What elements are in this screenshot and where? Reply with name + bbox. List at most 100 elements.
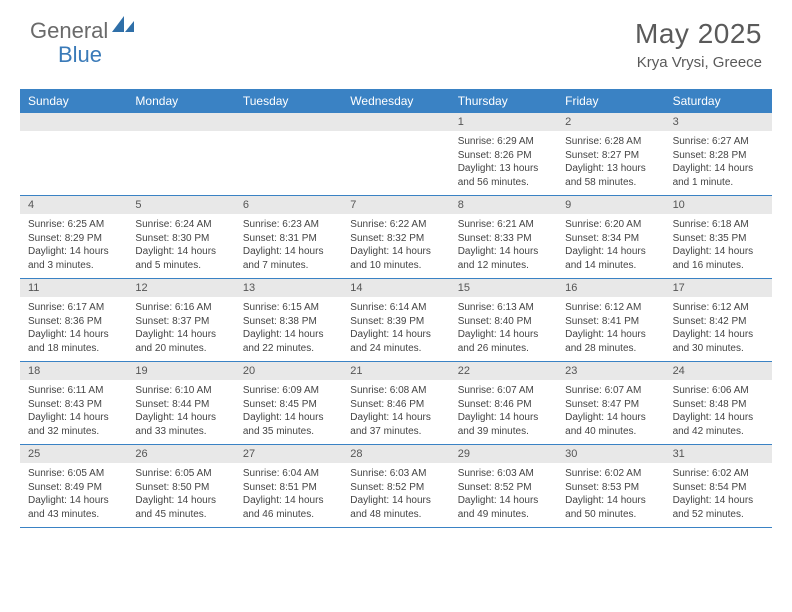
day-number — [235, 113, 342, 131]
sunset-text: Sunset: 8:40 PM — [458, 315, 549, 329]
location-label: Krya Vrysi, Greece — [635, 54, 762, 71]
day-cell: Sunrise: 6:03 AMSunset: 8:52 PMDaylight:… — [342, 463, 449, 527]
sunset-text: Sunset: 8:48 PM — [673, 398, 764, 412]
day-number: 12 — [127, 279, 234, 297]
sunrise-text: Sunrise: 6:11 AM — [28, 384, 119, 398]
day-number: 13 — [235, 279, 342, 297]
day-number: 26 — [127, 445, 234, 463]
sunset-text: Sunset: 8:46 PM — [350, 398, 441, 412]
day-cell: Sunrise: 6:08 AMSunset: 8:46 PMDaylight:… — [342, 380, 449, 444]
daylight-text: Daylight: 14 hours and 28 minutes. — [565, 328, 656, 355]
day-cell: Sunrise: 6:07 AMSunset: 8:47 PMDaylight:… — [557, 380, 664, 444]
day-cell: Sunrise: 6:10 AMSunset: 8:44 PMDaylight:… — [127, 380, 234, 444]
day-cell: Sunrise: 6:16 AMSunset: 8:37 PMDaylight:… — [127, 297, 234, 361]
day-number: 9 — [557, 196, 664, 214]
sunset-text: Sunset: 8:52 PM — [350, 481, 441, 495]
sunset-text: Sunset: 8:30 PM — [135, 232, 226, 246]
day-cell: Sunrise: 6:17 AMSunset: 8:36 PMDaylight:… — [20, 297, 127, 361]
daylight-text: Daylight: 14 hours and 43 minutes. — [28, 494, 119, 521]
daynum-row: 11121314151617 — [20, 279, 772, 297]
sunrise-text: Sunrise: 6:12 AM — [565, 301, 656, 315]
sunrise-text: Sunrise: 6:17 AM — [28, 301, 119, 315]
daylight-text: Daylight: 14 hours and 22 minutes. — [243, 328, 334, 355]
daycontent-row: Sunrise: 6:17 AMSunset: 8:36 PM Daylight:… — [20, 297, 772, 361]
day-number — [127, 113, 234, 131]
daylight-text: Daylight: 14 hours and 40 minutes. — [565, 411, 656, 438]
daylight-text: Daylight: 14 hours and 12 minutes. — [458, 245, 549, 272]
sunset-text: Sunset: 8:27 PM — [565, 149, 656, 163]
daylight-text: Daylight: 14 hours and 37 minutes. — [350, 411, 441, 438]
daylight-text: Daylight: 14 hours and 1 minute. — [673, 162, 764, 189]
title-block: May 2025 Krya Vrysi, Greece — [635, 18, 762, 71]
day-number: 22 — [450, 362, 557, 380]
sunrise-text: Sunrise: 6:29 AM — [458, 135, 549, 149]
sunset-text: Sunset: 8:43 PM — [28, 398, 119, 412]
sunrise-text: Sunrise: 6:05 AM — [135, 467, 226, 481]
sunrise-text: Sunrise: 6:27 AM — [673, 135, 764, 149]
sunset-text: Sunset: 8:50 PM — [135, 481, 226, 495]
week-row: 11121314151617Sunrise: 6:17 AMSunset: 8:… — [20, 279, 772, 362]
day-cell — [20, 131, 127, 195]
logo-sail-icon — [112, 16, 134, 39]
day-number: 21 — [342, 362, 449, 380]
day-number: 2 — [557, 113, 664, 131]
day-number — [342, 113, 449, 131]
daylight-text: Daylight: 14 hours and 30 minutes. — [673, 328, 764, 355]
day-number: 6 — [235, 196, 342, 214]
sunrise-text: Sunrise: 6:03 AM — [458, 467, 549, 481]
sunset-text: Sunset: 8:29 PM — [28, 232, 119, 246]
daylight-text: Daylight: 14 hours and 32 minutes. — [28, 411, 119, 438]
sunset-text: Sunset: 8:37 PM — [135, 315, 226, 329]
day-cell: Sunrise: 6:02 AMSunset: 8:54 PMDaylight:… — [665, 463, 772, 527]
sunset-text: Sunset: 8:39 PM — [350, 315, 441, 329]
day-number: 28 — [342, 445, 449, 463]
day-number: 17 — [665, 279, 772, 297]
day-cell: Sunrise: 6:03 AMSunset: 8:52 PMDaylight:… — [450, 463, 557, 527]
sunset-text: Sunset: 8:36 PM — [28, 315, 119, 329]
day-number: 3 — [665, 113, 772, 131]
day-cell: Sunrise: 6:28 AMSunset: 8:27 PMDaylight:… — [557, 131, 664, 195]
daycontent-row: Sunrise: 6:05 AMSunset: 8:49 PMDaylight:… — [20, 463, 772, 527]
day-cell: Sunrise: 6:04 AMSunset: 8:51 PMDaylight:… — [235, 463, 342, 527]
sunrise-text: Sunrise: 6:24 AM — [135, 218, 226, 232]
sunrise-text: Sunrise: 6:10 AM — [135, 384, 226, 398]
day-number: 18 — [20, 362, 127, 380]
daylight-text: Daylight: 14 hours and 26 minutes. — [458, 328, 549, 355]
sunrise-text: Sunrise: 6:07 AM — [458, 384, 549, 398]
day-cell: Sunrise: 6:13 AMSunset: 8:40 PMDaylight:… — [450, 297, 557, 361]
day-number: 20 — [235, 362, 342, 380]
daylight-text: Daylight: 14 hours and 46 minutes. — [243, 494, 334, 521]
day-cell: Sunrise: 6:15 AMSunset: 8:38 PMDaylight:… — [235, 297, 342, 361]
day-cell: Sunrise: 6:24 AMSunset: 8:30 PMDaylight:… — [127, 214, 234, 278]
sunrise-text: Sunrise: 6:03 AM — [350, 467, 441, 481]
day-cell: Sunrise: 6:09 AMSunset: 8:45 PMDaylight:… — [235, 380, 342, 444]
daynum-row: 18192021222324 — [20, 362, 772, 380]
weekday-tue: Tuesday — [235, 89, 342, 113]
daycontent-row: Sunrise: 6:29 AMSunset: 8:26 PMDaylight:… — [20, 131, 772, 195]
logo-text-2: Blue — [58, 42, 102, 68]
day-number: 19 — [127, 362, 234, 380]
sunrise-text: Sunrise: 6:08 AM — [350, 384, 441, 398]
sunrise-text: Sunrise: 6:28 AM — [565, 135, 656, 149]
sunset-text: Sunset: 8:45 PM — [243, 398, 334, 412]
weekday-header-row: Sunday Monday Tuesday Wednesday Thursday… — [20, 89, 772, 113]
sunset-text: Sunset: 8:42 PM — [673, 315, 764, 329]
day-cell — [127, 131, 234, 195]
day-number: 8 — [450, 196, 557, 214]
sunrise-text: Sunrise: 6:23 AM — [243, 218, 334, 232]
day-number: 24 — [665, 362, 772, 380]
day-number: 31 — [665, 445, 772, 463]
daylight-text: Daylight: 14 hours and 5 minutes. — [135, 245, 226, 272]
sunset-text: Sunset: 8:53 PM — [565, 481, 656, 495]
daylight-text: Daylight: 14 hours and 42 minutes. — [673, 411, 764, 438]
sunrise-text: Sunrise: 6:16 AM — [135, 301, 226, 315]
day-cell: Sunrise: 6:18 AMSunset: 8:35 PMDaylight:… — [665, 214, 772, 278]
sunset-text: Sunset: 8:49 PM — [28, 481, 119, 495]
day-cell: Sunrise: 6:20 AMSunset: 8:34 PMDaylight:… — [557, 214, 664, 278]
daylight-text: Daylight: 14 hours and 45 minutes. — [135, 494, 226, 521]
sunset-text: Sunset: 8:31 PM — [243, 232, 334, 246]
daycontent-row: Sunrise: 6:11 AMSunset: 8:43 PMDaylight:… — [20, 380, 772, 444]
sunset-text: Sunset: 8:28 PM — [673, 149, 764, 163]
day-number: 4 — [20, 196, 127, 214]
page-header: General Blue May 2025 Krya Vrysi, Greece — [0, 0, 792, 81]
